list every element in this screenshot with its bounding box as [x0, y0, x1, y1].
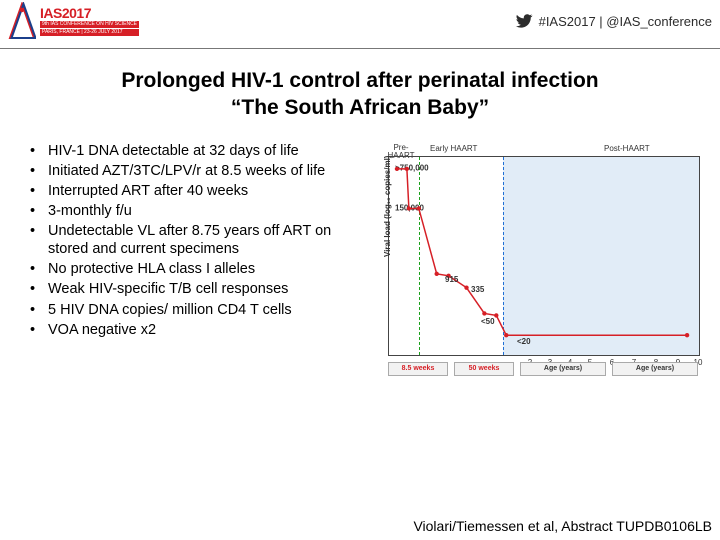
bullet-item: Initiated AZT/3TC/LPV/r at 8.5 weeks of … [30, 162, 350, 180]
x-axis-box: 50 weeks [454, 362, 514, 376]
bullet-item: Weak HIV-specific T/B cell responses [30, 280, 350, 298]
bullet-item: 3-monthly f/u [30, 202, 350, 220]
citation: Violari/Tiemessen et al, Abstract TUPDB0… [413, 518, 712, 534]
x-axis-box: Age (years) [520, 362, 606, 376]
logo-title: IAS2017 [40, 6, 139, 20]
phase-label-post: Post-HAART [604, 144, 650, 153]
value-label: <20 [517, 337, 531, 346]
bullet-list: HIV-1 DNA detectable at 32 days of life I… [30, 142, 350, 402]
bullet-item: VOA negative x2 [30, 321, 350, 339]
phase-label-early: Early HAART [430, 144, 477, 153]
x-axis-box: 8.5 weeks [388, 362, 448, 376]
hashtag-text: #IAS2017 | @IAS_conference [539, 14, 712, 29]
bullet-item: No protective HLA class I alleles [30, 260, 350, 278]
logo-sub1: 9th IAS CONFERENCE ON HIV SCIENCE [40, 21, 139, 28]
logo-sub2: PARIS, FRANCE | 23-26 JULY 2017 [40, 29, 139, 36]
bullet-item: 5 HIV DNA copies/ million CD4 T cells [30, 301, 350, 319]
viral-load-curve [389, 157, 699, 355]
hashtag-block: #IAS2017 | @IAS_conference [515, 12, 712, 30]
title-line-1: Prolonged HIV-1 control after perinatal … [40, 67, 680, 94]
bullet-item: HIV-1 DNA detectable at 32 days of life [30, 142, 350, 160]
value-label: 915 [445, 275, 458, 284]
viral-load-chart: Pre-HAART Early HAART Post-HAART Viral l… [360, 142, 710, 402]
x-axis-box: Age (years) [612, 362, 698, 376]
x-axis-boxes: 8.5 weeks 50 weeks Age (years) Age (years) [388, 362, 700, 376]
logo-mark [8, 2, 36, 40]
conference-logo: IAS2017 9th IAS CONFERENCE ON HIV SCIENC… [8, 2, 139, 40]
bullet-item: Undetectable VL after 8.75 years off ART… [30, 222, 350, 258]
chart-plot-area: Viral load (log₁₀ copies/ml) >750,000150… [388, 156, 700, 356]
logo-text: IAS2017 9th IAS CONFERENCE ON HIV SCIENC… [40, 6, 139, 36]
title-line-2: “The South African Baby” [40, 94, 680, 121]
slide-title: Prolonged HIV-1 control after perinatal … [0, 49, 720, 132]
content-area: HIV-1 DNA detectable at 32 days of life I… [0, 132, 720, 402]
bullet-item: Interrupted ART after 40 weeks [30, 182, 350, 200]
twitter-icon [515, 12, 533, 30]
value-label: 335 [471, 285, 484, 294]
value-label: <50 [481, 317, 495, 326]
slide-header: IAS2017 9th IAS CONFERENCE ON HIV SCIENC… [0, 0, 720, 48]
